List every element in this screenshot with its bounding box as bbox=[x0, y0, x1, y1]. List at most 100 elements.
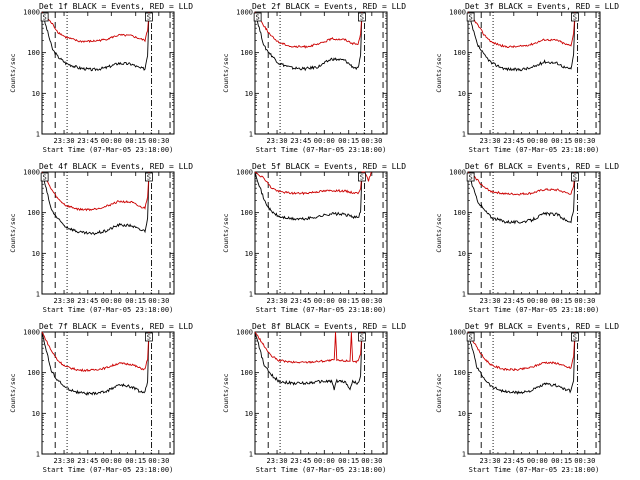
y-tick-label: 1000 bbox=[23, 9, 40, 17]
saa-marker-box bbox=[145, 172, 153, 182]
y-tick-label: 10 bbox=[245, 250, 253, 258]
x-tick-label: 00:15 bbox=[338, 297, 359, 305]
saa-marker: S bbox=[571, 332, 579, 342]
y-tick-label: 10 bbox=[458, 250, 466, 258]
saa-marker-label: S bbox=[43, 174, 47, 182]
x-tick-label: 23:30 bbox=[480, 297, 501, 305]
y-tick-label: 1000 bbox=[236, 329, 253, 337]
y-tick-label: 10 bbox=[32, 250, 40, 258]
detector-chart-9: Det 9f BLACK = Events, RED = LLD 1 10 100 10… bbox=[435, 322, 619, 474]
series-line-events bbox=[254, 171, 363, 221]
series-line-events bbox=[41, 171, 150, 236]
y-tick-label: 1 bbox=[249, 131, 253, 139]
y-tick-label: 1 bbox=[36, 291, 40, 299]
series-line-events bbox=[467, 331, 576, 395]
y-tick-label: 10 bbox=[458, 90, 466, 98]
x-tick-label: 00:30 bbox=[361, 457, 382, 465]
saa-marker: S bbox=[40, 172, 49, 182]
x-tick-label: 00:15 bbox=[125, 457, 146, 465]
chart-title: Det 6f BLACK = Events, RED = LLD bbox=[465, 162, 619, 171]
plot-frame bbox=[41, 331, 175, 455]
x-tick-label: 00:00 bbox=[314, 137, 335, 145]
chart-title: Det 8f BLACK = Events, RED = LLD bbox=[252, 322, 406, 331]
saa-marker: S bbox=[571, 172, 579, 182]
y-axis-label: Counts/sec bbox=[222, 373, 230, 412]
x-axis-label: Start Time (07-Mar-05 23:18:00) bbox=[256, 146, 387, 154]
detector-chart-8: Det 8f BLACK = Events, RED = LLD 1 10 100 10… bbox=[222, 322, 406, 474]
detector-chart-4: Det 4f BLACK = Events, RED = LLD 1 10 100 10… bbox=[9, 162, 193, 314]
x-tick-label: 00:15 bbox=[551, 137, 572, 145]
saa-marker: S bbox=[145, 332, 153, 342]
x-tick-label: 23:30 bbox=[267, 297, 288, 305]
series-line-lld bbox=[254, 331, 363, 364]
y-tick-label: 100 bbox=[453, 369, 466, 377]
saa-marker-label: S bbox=[147, 334, 151, 342]
x-tick-label: 23:45 bbox=[503, 297, 524, 305]
x-tick-label: 00:30 bbox=[361, 297, 382, 305]
x-tick-label: 23:45 bbox=[77, 137, 98, 145]
y-tick-label: 100 bbox=[240, 49, 253, 57]
saa-marker: S bbox=[358, 12, 366, 22]
saa-marker-box bbox=[145, 12, 153, 22]
x-axis-label: Start Time (07-Mar-05 23:18:00) bbox=[256, 466, 387, 474]
chart-title: Det 7f BLACK = Events, RED = LLD bbox=[39, 322, 193, 331]
y-axis-label: Counts/sec bbox=[9, 213, 17, 252]
saa-marker-box bbox=[253, 12, 262, 22]
x-tick-label: 00:15 bbox=[551, 297, 572, 305]
y-tick-label: 1000 bbox=[23, 329, 40, 337]
plot-frame bbox=[467, 11, 601, 135]
saa-marker: S bbox=[358, 332, 366, 342]
x-tick-label: 00:30 bbox=[361, 137, 382, 145]
x-tick-label: 23:45 bbox=[290, 457, 311, 465]
x-axis-label: Start Time (07-Mar-05 23:18:00) bbox=[469, 146, 600, 154]
saa-marker: S bbox=[571, 12, 579, 22]
x-tick-label: 00:00 bbox=[101, 297, 122, 305]
y-tick-label: 1 bbox=[36, 131, 40, 139]
saa-marker-box bbox=[571, 332, 579, 342]
saa-marker: S bbox=[145, 172, 153, 182]
x-axis-label: Start Time (07-Mar-05 23:18:00) bbox=[43, 466, 174, 474]
saa-marker-box bbox=[145, 332, 153, 342]
x-tick-label: 00:30 bbox=[574, 297, 595, 305]
saa-marker-label: S bbox=[573, 334, 577, 342]
series-line-lld bbox=[41, 171, 150, 212]
series-line-events bbox=[467, 171, 576, 225]
plot-frame bbox=[254, 11, 388, 135]
y-axis-label: Counts/sec bbox=[9, 373, 17, 412]
detector-chart-5: Det 5f BLACK = Events, RED = LLD 1 10 100 10… bbox=[222, 162, 406, 314]
y-tick-label: 10 bbox=[32, 410, 40, 418]
y-tick-label: 1000 bbox=[236, 169, 253, 177]
y-tick-label: 10 bbox=[32, 90, 40, 98]
x-tick-label: 23:30 bbox=[480, 457, 501, 465]
y-tick-label: 1 bbox=[462, 131, 466, 139]
x-axis-label: Start Time (07-Mar-05 23:18:00) bbox=[469, 306, 600, 314]
x-tick-label: 23:45 bbox=[77, 457, 98, 465]
y-axis-label: Counts/sec bbox=[435, 373, 443, 412]
x-tick-label: 23:30 bbox=[267, 457, 288, 465]
x-tick-label: 00:00 bbox=[314, 457, 335, 465]
x-tick-label: 00:30 bbox=[574, 457, 595, 465]
saa-marker-label: S bbox=[147, 174, 151, 182]
series-line-events bbox=[467, 11, 576, 72]
y-tick-label: 1000 bbox=[23, 169, 40, 177]
plot-frame bbox=[467, 331, 601, 455]
series-line-events bbox=[41, 11, 150, 72]
chart-title: Det 1f BLACK = Events, RED = LLD bbox=[39, 2, 193, 11]
detector-chart-2: Det 2f BLACK = Events, RED = LLD 1 10 100 10… bbox=[222, 2, 406, 154]
x-tick-label: 00:00 bbox=[314, 297, 335, 305]
x-tick-label: 23:30 bbox=[54, 297, 75, 305]
y-tick-label: 100 bbox=[453, 209, 466, 217]
y-tick-label: 1 bbox=[36, 451, 40, 459]
saa-marker: S bbox=[358, 172, 366, 182]
y-tick-label: 100 bbox=[240, 369, 253, 377]
saa-marker-label: S bbox=[469, 334, 473, 342]
series-line-lld bbox=[467, 331, 576, 372]
x-tick-label: 23:45 bbox=[290, 137, 311, 145]
x-axis-label: Start Time (07-Mar-05 23:18:00) bbox=[469, 466, 600, 474]
saa-marker-box bbox=[571, 12, 579, 22]
saa-marker-box bbox=[466, 332, 475, 342]
y-tick-label: 1000 bbox=[449, 329, 466, 337]
series-line-lld bbox=[254, 11, 363, 49]
x-tick-label: 23:45 bbox=[77, 297, 98, 305]
x-tick-label: 00:15 bbox=[125, 297, 146, 305]
